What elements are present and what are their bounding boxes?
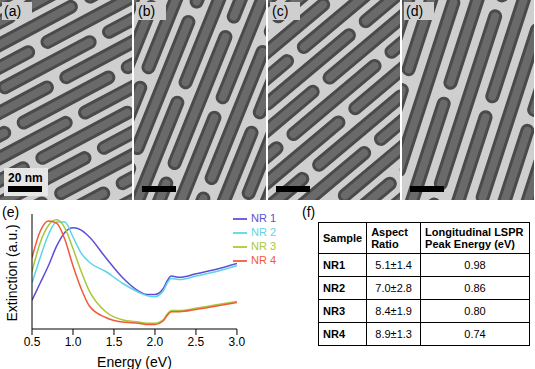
html-text:0.86: 0.86 (464, 282, 486, 294)
svg-text:0.5: 0.5 (24, 335, 41, 349)
html-text:NR3: NR3 (323, 305, 345, 317)
html-text:NR4: NR4 (323, 328, 345, 340)
svg-text:2.0: 2.0 (147, 335, 164, 349)
svg-text:3.0: 3.0 (229, 335, 246, 349)
html-text:(f): (f) (302, 204, 316, 220)
svg-text:(a): (a) (4, 3, 21, 19)
html-text:Longitudinal LSPR Peak Energy: Longitudinal LSPR Peak Energy (eV) (425, 226, 524, 250)
svg-text:2.5: 2.5 (188, 335, 205, 349)
svg-text:Energy (eV): Energy (eV) (97, 354, 172, 369)
svg-text:(b): (b) (138, 3, 155, 19)
svg-text:20 nm: 20 nm (8, 171, 43, 185)
html-text:NR2: NR2 (323, 282, 345, 294)
html-text:8.9±1.3: 8.9±1.3 (375, 328, 412, 340)
svg-text:1.0: 1.0 (65, 335, 82, 349)
html-text:NR 1: NR 1 (250, 212, 276, 224)
html-text:0.80: 0.80 (464, 305, 486, 317)
html-text:(e): (e) (2, 204, 20, 220)
svg-text:Extinction (a.u.): Extinction (a.u.) (4, 224, 20, 321)
html-text:NR 4: NR 4 (250, 254, 276, 267)
html-text:8.4±1.9: 8.4±1.9 (375, 305, 412, 317)
svg-text:(d): (d) (406, 3, 423, 19)
html-text:Sample: Sample (323, 232, 363, 244)
svg-text:1.5: 1.5 (106, 335, 123, 349)
html-text:NR 3: NR 3 (250, 240, 276, 253)
html-text:7.0±2.8: 7.0±2.8 (375, 282, 412, 294)
html-text:Aspect Ratio: Aspect Ratio (371, 226, 408, 250)
html-text:0.98: 0.98 (464, 259, 486, 271)
html-text:NR1: NR1 (323, 259, 345, 271)
html-text:5.1±1.4: 5.1±1.4 (375, 259, 412, 271)
html-text:0.74: 0.74 (464, 328, 486, 340)
svg-text:(c): (c) (272, 3, 288, 19)
html-text:NR 2: NR 2 (250, 226, 276, 239)
